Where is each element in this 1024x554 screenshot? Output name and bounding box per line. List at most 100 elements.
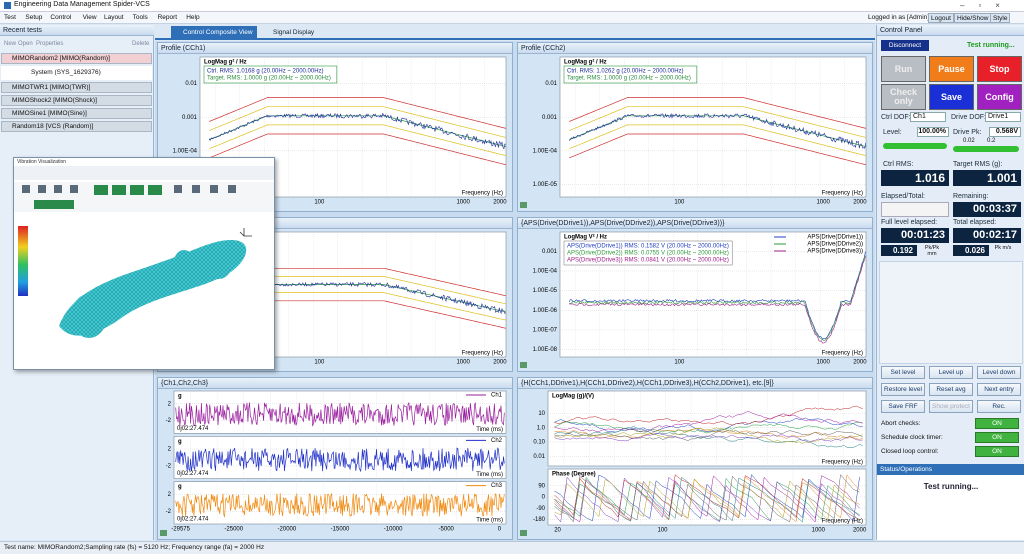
y-tick-label: 1.00E-08 (533, 347, 558, 353)
axis-triad (239, 228, 252, 237)
traces (554, 474, 860, 523)
trace (209, 124, 507, 157)
x-axis-label: Time (ms) (476, 472, 503, 478)
action-button[interactable]: Level down (977, 366, 1021, 379)
y-tick-label: 0.01 (185, 81, 197, 87)
panel-header: Recent tests (0, 25, 154, 36)
test-item[interactable]: MIMOSine1 [MIMO(Sine)] (1, 108, 152, 119)
toolbar-button[interactable]: Open (18, 41, 33, 47)
legend-text: Target. RMS: 1.0000 g (20.00Hz ~ 2000.00… (567, 76, 691, 82)
trace (175, 447, 505, 473)
y-tick-label: 0.01 (545, 81, 557, 87)
trace (568, 112, 866, 149)
tab[interactable]: Control Composite View (171, 26, 257, 39)
plot-area: 0.001 1.00E-04 1.00E-05 1.00E-06 1.00E-07 1.0… (520, 231, 867, 368)
test-item[interactable]: MIMOShock2 [MIMO(Shock)] (1, 95, 152, 106)
menu-item[interactable]: Layout (104, 14, 124, 21)
color-scale (18, 226, 28, 296)
action-button[interactable]: Level up (929, 366, 973, 379)
menu-item[interactable]: Control (50, 14, 72, 21)
y-tick-label: 10 (538, 411, 545, 417)
run-button[interactable]: Run (881, 56, 926, 82)
x-tick-label: 1000 (816, 200, 830, 206)
action-button[interactable]: Save FRF (881, 400, 925, 413)
x-tick-label: 2000 (853, 200, 867, 206)
action-button[interactable]: Reset avg (929, 383, 973, 396)
legend-box (563, 240, 733, 266)
test-child[interactable]: System (SYS_1629376) (1, 66, 152, 80)
x-axis-label: Time (ms) (476, 518, 503, 524)
config-button[interactable]: Config (977, 84, 1022, 110)
x-tick-label: 1000 (816, 360, 830, 366)
menu-item[interactable]: Test (4, 14, 16, 21)
action-button[interactable]: Rec. (977, 400, 1021, 413)
test-item[interactable]: Random18 [VCS (Random)] (1, 121, 152, 132)
toolbar-button[interactable]: Properties (36, 41, 64, 47)
panel-header: Profile (CCh1) (158, 43, 512, 54)
ctrl-dof-select[interactable]: Ch1 (910, 112, 946, 122)
x-tick-label: 2000 (493, 360, 507, 366)
menu-item[interactable]: Help (186, 14, 200, 21)
status-header: Status/Operations (877, 464, 1024, 475)
check-toggle[interactable]: ON (975, 418, 1019, 429)
trace (209, 106, 507, 138)
x-axis-label: Frequency (Hz) (462, 191, 503, 197)
legend-entry: APS(Drive(DDrive1)) (807, 235, 863, 241)
disconnect-button[interactable]: Disconnect (881, 40, 929, 51)
trace (208, 112, 506, 150)
action-button[interactable]: Set level (881, 366, 925, 379)
tab[interactable]: Signal Display (273, 29, 315, 36)
action-button[interactable]: Next entry (977, 383, 1021, 396)
legend-text: APS(Drive(DDrive2)) RMS: 0.0755 V (20.00… (567, 251, 729, 257)
y-axis-label: Phase (Degree) (552, 472, 596, 478)
time-stamp: 0j02:27.474 (177, 471, 209, 477)
traces (175, 492, 505, 518)
login-status: Logged in as [Admin] (868, 14, 930, 21)
panel-icon (520, 362, 527, 368)
traces (175, 401, 505, 427)
menu-item[interactable]: Setup (25, 14, 43, 21)
account-button[interactable]: Logout (928, 13, 954, 23)
target-rms-value: 1.001 (953, 170, 1021, 186)
plot-panel: {APS(Drive(DDrive1)),APS(Drive(DDrive2))… (517, 217, 873, 372)
menu-item[interactable]: Tools (132, 14, 148, 21)
pause-button[interactable]: Pause (929, 56, 974, 82)
y-tick-label: 90 (538, 483, 545, 489)
legend-text: APS(Drive(DDrive3)) RMS: 0.0841 V (20.00… (567, 258, 729, 264)
check-toggle[interactable]: ON (975, 432, 1019, 443)
action-button[interactable]: Restore level (881, 383, 925, 396)
toolbar-button[interactable]: Delete (132, 41, 150, 47)
toolbar-button[interactable]: New (4, 41, 17, 47)
y-tick-label: -2 (166, 464, 172, 470)
total-elapsed-value: 00:02:17 (953, 228, 1021, 243)
title-bar: Engineering Data Management Spider-VCS –… (0, 0, 1024, 12)
target-rms-label: Target RMS (g): (953, 161, 1003, 168)
menu-item[interactable]: Report (157, 14, 178, 21)
menu-item[interactable]: View (82, 14, 97, 21)
test-item[interactable]: MIMOTWR1 [MIMO(TWR)] (1, 82, 152, 93)
check-only-button[interactable]: Check only (881, 84, 926, 110)
traces (568, 251, 866, 344)
panel-header: Control Panel (877, 25, 1024, 36)
save-button[interactable]: Save (929, 84, 974, 110)
test-item[interactable]: MIMORandom2 [MIMO(Random)] (1, 53, 152, 64)
check-toggle[interactable]: ON (975, 446, 1019, 457)
trace (554, 478, 860, 520)
stop-button[interactable]: Stop (977, 56, 1022, 82)
x-tick-label: -20000 (278, 527, 297, 533)
y-axis-label: LogMag g² / Hz (204, 59, 247, 66)
drive-dof-select[interactable]: Drive1 (985, 112, 1021, 122)
plot-area: 2 -2 g Time (ms) Ch1 0j02:27.474 2 -2 g Time (ms)… (160, 390, 507, 536)
traces (208, 97, 507, 166)
action-button[interactable]: Show protect (929, 400, 973, 413)
check-label: Closed loop control: (881, 448, 939, 455)
visualization-window: Vibration Visualization (13, 157, 275, 370)
account-button[interactable]: Style (990, 13, 1011, 23)
drive-pk-value: 0.568V (989, 127, 1021, 137)
x-tick-label: 1000 (812, 528, 826, 534)
window-controls[interactable]: –▫× (960, 1, 1014, 10)
account-button[interactable]: Hide/Show (954, 13, 992, 23)
scale-min: 0.02 (963, 138, 975, 144)
level-label: Level: (883, 129, 902, 136)
panel-header: {Ch1,Ch2,Ch3} (158, 378, 512, 389)
